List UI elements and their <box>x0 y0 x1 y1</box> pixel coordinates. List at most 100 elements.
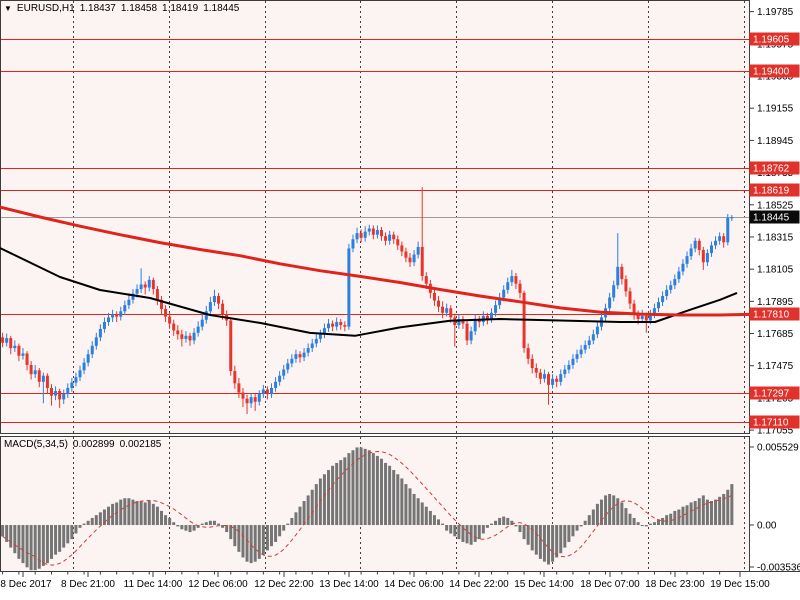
price-tick-label: 1.19155 <box>757 104 794 115</box>
time-tick-label: 8 Dec 21:00 <box>61 579 115 590</box>
candle-body <box>530 358 534 369</box>
macd-bar <box>172 522 176 526</box>
macd-bar <box>123 498 127 526</box>
macd-bar <box>265 525 269 551</box>
candle-body <box>9 338 13 349</box>
macd-bar <box>608 493 612 526</box>
candle-body <box>151 279 155 290</box>
symbol-period-label: EURUSD,H1 <box>16 3 75 14</box>
macd-bar <box>217 523 221 526</box>
candle-body <box>502 289 506 298</box>
candle-body <box>196 326 200 333</box>
macd-bar <box>331 465 335 526</box>
macd-bar <box>408 488 412 526</box>
candle-body <box>290 358 294 364</box>
ohlc-low: 1.18419 <box>162 3 199 14</box>
time-tick-label: 18 Dec 07:00 <box>580 579 640 590</box>
macd-tick-label: 0.005529 <box>757 443 799 454</box>
candle-body <box>579 349 583 355</box>
price-axis[interactable]: 1.197851.195751.193651.191551.189451.187… <box>749 7 800 437</box>
candle-body <box>343 325 347 327</box>
macd-bar <box>591 509 595 526</box>
time-tick-label: 14 Dec 22:00 <box>449 579 509 590</box>
macd-bar <box>432 515 436 526</box>
macd-bar <box>221 525 225 528</box>
macd-bar <box>530 525 534 551</box>
current-price-badge-label: 1.18445 <box>753 213 790 224</box>
symbol-dropdown-icon[interactable]: ▼ <box>4 3 12 13</box>
candle-body <box>510 276 514 283</box>
candle-body <box>384 236 388 241</box>
candle-body <box>575 354 579 359</box>
macd-label: MACD(5,34,5) <box>4 439 68 450</box>
candle-body <box>176 330 180 335</box>
candle-body <box>640 315 644 319</box>
macd-bar <box>9 525 13 548</box>
macd-bar <box>286 523 290 526</box>
candle-body <box>624 279 628 292</box>
macd-indicator-title: MACD(5,34,5) 0.002899 0.002185 <box>4 439 161 450</box>
candle-body <box>257 394 261 402</box>
macd-bar <box>701 495 705 526</box>
support-resistance-lines <box>1 39 749 423</box>
candle-body <box>705 253 709 263</box>
candle-body <box>278 375 282 382</box>
time-tick-label: 11 Dec 14:00 <box>124 579 183 590</box>
candle-body <box>327 323 331 329</box>
price-tick-label: 1.18105 <box>757 265 794 276</box>
macd-bar <box>204 522 208 526</box>
macd-bar <box>233 525 237 547</box>
macd-bar <box>412 493 416 526</box>
macd-bar <box>669 513 673 526</box>
candle-body <box>159 299 163 310</box>
macd-bar <box>314 484 318 526</box>
macd-bar <box>628 513 632 526</box>
macd-bar <box>620 502 624 526</box>
macd-bar <box>616 498 620 526</box>
candle-body <box>86 354 90 363</box>
candlesticks <box>1 187 734 414</box>
macd-axis[interactable]: 0.005529 0.00 -0.003536 <box>749 443 800 574</box>
candle-body <box>555 378 559 382</box>
macd-bar <box>102 509 106 526</box>
macd-bar <box>29 525 33 571</box>
macd-bar <box>274 525 278 542</box>
candle-body <box>74 377 78 383</box>
macd-bar <box>437 519 441 526</box>
macd-bar <box>652 522 656 526</box>
candle-body <box>726 217 730 243</box>
macd-bar <box>693 501 697 526</box>
candle-body <box>355 233 359 240</box>
candle-body <box>657 302 661 309</box>
candle-body <box>217 295 221 304</box>
time-tick-label: 14 Dec 06:00 <box>384 579 444 590</box>
macd-bar <box>261 525 265 555</box>
price-level-badge <box>749 386 800 400</box>
price-tick-label: 1.18315 <box>757 232 794 243</box>
macd-bar <box>709 501 713 526</box>
macd-bar <box>726 489 730 526</box>
candle-body <box>424 276 428 284</box>
macd-bar <box>249 525 253 564</box>
candle-body <box>339 322 343 326</box>
macd-bar <box>66 525 70 544</box>
candle-body <box>534 368 538 373</box>
candle-body <box>673 279 677 286</box>
time-axis[interactable]: 8 Dec 2017 8 Dec 21:00 11 Dec 14:00 12 Dec … <box>0 572 770 590</box>
candle-body <box>473 318 477 332</box>
candle-body <box>542 374 546 379</box>
macd-bar <box>176 525 180 527</box>
macd-bar <box>208 520 212 526</box>
macd-tick-label: 0.00 <box>757 521 777 532</box>
time-tick-label: 19 Dec 15:00 <box>710 579 770 590</box>
price-level-badge-label: 1.18762 <box>753 164 790 175</box>
macd-bar <box>62 525 66 548</box>
macd-bar <box>302 501 306 526</box>
macd-bar <box>644 525 648 527</box>
macd-bar <box>420 502 424 526</box>
macd-bar <box>339 460 343 526</box>
candle-body <box>245 398 249 404</box>
candle-body <box>514 276 518 284</box>
candle-body <box>608 297 612 309</box>
